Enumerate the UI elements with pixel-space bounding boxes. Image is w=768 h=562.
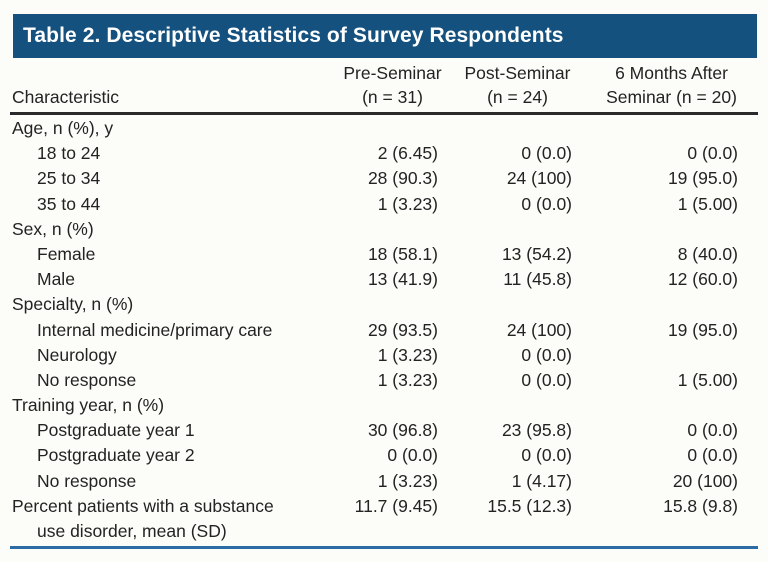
cell-post-seminar: 0 (0.0): [521, 445, 572, 466]
cell-pre-seminar: 28 (90.3): [367, 168, 438, 189]
cell-6-months-after: 1 (5.00): [677, 369, 738, 390]
cell-pre-seminar: 1 (3.23): [377, 193, 438, 214]
row-label: Male: [37, 269, 75, 290]
cell-post-seminar: 11 (45.8): [503, 269, 572, 290]
row-label: Postgraduate year 2: [37, 445, 195, 466]
cell-post-seminar: 13 (54.2): [501, 243, 572, 264]
cell-post-seminar: 1 (4.17): [511, 470, 572, 491]
table-row: 35 to 44 1 (3.23) 0 (0.0) 1 (5.00): [10, 192, 758, 217]
row-label-line: use disorder, mean (SD): [37, 521, 227, 542]
row-label: Internal medicine/primary care: [37, 319, 273, 340]
cell-6-months-after: 1 (5.00): [677, 193, 738, 214]
table-row: Internal medicine/primary care 29 (93.5) 2…: [10, 318, 758, 343]
table-row: Postgraduate year 1 30 (96.8) 23 (95.8) 0 (…: [10, 418, 758, 443]
cell-pre-seminar: 2 (6.45): [377, 143, 438, 164]
table-group-row: Sex, n (%): [10, 217, 758, 242]
header-separator-rule: [10, 112, 758, 115]
table-row: No response 1 (3.23) 1 (4.17) 20 (100): [10, 469, 758, 494]
table-bottom-rule: [10, 546, 758, 549]
cell-post-seminar: 24 (100): [506, 168, 572, 189]
row-label: Postgraduate year 1: [37, 420, 195, 441]
row-label: No response: [37, 369, 137, 390]
cell-6-months-after: 0 (0.0): [687, 420, 738, 441]
row-label: Age, n (%), y: [12, 118, 114, 138]
table-group-row: Specialty, n (%): [10, 292, 758, 317]
cell-pre-seminar: 11.7 (9.45): [354, 495, 438, 516]
table-row: No response 1 (3.23) 0 (0.0) 1 (5.00): [10, 368, 758, 393]
cell-6-months-after: 15.8 (9.8): [663, 495, 738, 516]
column-header-line: (n = 24): [487, 87, 548, 107]
row-label: No response: [37, 470, 137, 491]
column-header-line: Seminar (n = 20): [606, 87, 737, 107]
cell-post-seminar: 15.5 (12.3): [487, 495, 572, 516]
row-label-line: Percent patients with a substance: [12, 495, 274, 516]
table-row: Percent patients with a substance use dis…: [10, 494, 758, 544]
table-group-row: Age, n (%), y: [10, 116, 758, 141]
table-row: Male 13 (41.9) 11 (45.8) 12 (60.0): [10, 267, 758, 292]
cell-post-seminar: 0 (0.0): [521, 369, 572, 390]
cell-pre-seminar: 29 (93.5): [367, 319, 438, 340]
cell-post-seminar: 0 (0.0): [521, 344, 572, 365]
column-header-line: 6 Months After: [615, 63, 728, 83]
column-header-6-months-after: 6 Months After Seminar (n = 20): [585, 61, 758, 112]
row-label: Female: [37, 243, 96, 264]
cell-6-months-after: 19 (95.0): [667, 168, 738, 189]
table-row: Female 18 (58.1) 13 (54.2) 8 (40.0): [10, 242, 758, 267]
table-group-row: Training year, n (%): [10, 393, 758, 418]
column-header-pre-seminar: Pre-Seminar (n = 31): [335, 61, 450, 112]
table-row: 18 to 24 2 (6.45) 0 (0.0) 0 (0.0): [10, 141, 758, 166]
cell-pre-seminar: 1 (3.23): [377, 344, 438, 365]
cell-pre-seminar: 13 (41.9): [367, 269, 438, 290]
row-label: Neurology: [37, 344, 117, 365]
row-label: 18 to 24: [37, 143, 101, 164]
table-body: Age, n (%), y 18 to 24 2 (6.45) 0 (0.0) 0 (0…: [10, 116, 758, 544]
row-label: Training year, n (%): [12, 395, 165, 416]
row-label: Percent patients with a substance use dis…: [10, 494, 335, 544]
cell-post-seminar: 0 (0.0): [521, 193, 572, 214]
cell-6-months-after: 0 (0.0): [687, 445, 738, 466]
cell-post-seminar: 24 (100): [506, 319, 572, 340]
cell-6-months-after: 19 (95.0): [667, 319, 738, 340]
column-header-post-seminar: Post-Seminar (n = 24): [450, 61, 585, 112]
cell-pre-seminar: 0 (0.0): [387, 445, 438, 466]
table-row: Neurology 1 (3.23) 0 (0.0): [10, 343, 758, 368]
table-column-headers: Characteristic Pre-Seminar (n = 31) Post…: [10, 58, 758, 112]
cell-post-seminar: 23 (95.8): [501, 420, 572, 441]
row-label: Specialty, n (%): [12, 294, 134, 315]
cell-pre-seminar: 18 (58.1): [367, 243, 438, 264]
cell-6-months-after: 0 (0.0): [687, 143, 738, 164]
column-header-line: Pre-Seminar: [343, 63, 442, 83]
cell-pre-seminar: 1 (3.23): [377, 470, 438, 491]
column-header-line: Post-Seminar: [464, 63, 571, 83]
table-row: 25 to 34 28 (90.3) 24 (100) 19 (95.0): [10, 166, 758, 191]
table-title-bar: Table 2. Descriptive Statistics of Surve…: [13, 14, 757, 58]
column-header-characteristic: Characteristic: [12, 87, 119, 107]
cell-pre-seminar: 30 (96.8): [367, 420, 438, 441]
row-label: 35 to 44: [37, 193, 101, 214]
table-row: Postgraduate year 2 0 (0.0) 0 (0.0) 0 (0.0): [10, 443, 758, 468]
cell-post-seminar: 0 (0.0): [521, 143, 572, 164]
table-title: Table 2. Descriptive Statistics of Surve…: [23, 24, 564, 47]
cell-pre-seminar: 1 (3.23): [377, 369, 438, 390]
row-label: 25 to 34: [37, 168, 101, 189]
row-label: Sex, n (%): [12, 218, 94, 239]
cell-6-months-after: 12 (60.0): [667, 269, 738, 290]
cell-6-months-after: 8 (40.0): [677, 243, 738, 264]
column-header-line: (n = 31): [362, 87, 423, 107]
cell-6-months-after: 20 (100): [672, 470, 738, 491]
